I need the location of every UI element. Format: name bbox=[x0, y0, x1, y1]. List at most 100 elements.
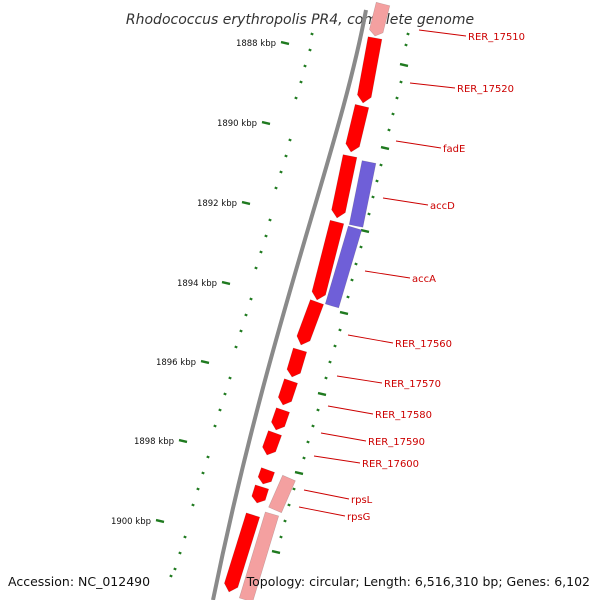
scale-major-tick bbox=[241, 200, 251, 206]
gene-arrow bbox=[277, 378, 298, 406]
scale-major-tick bbox=[271, 549, 281, 555]
scale-major-tick bbox=[317, 391, 327, 397]
scale-ring: 1888 kbp 1890 kbp 1892 kbp 1894 kbp 1896 kbp… bbox=[111, 32, 410, 578]
gene-leader-line bbox=[409, 82, 456, 89]
scale-kbp-label: 1894 kbp bbox=[177, 279, 217, 289]
gene-label: RER_17600 bbox=[362, 459, 419, 470]
gene-block bbox=[238, 511, 280, 600]
scale-major-tick bbox=[221, 280, 231, 286]
gene-label: RER_17520 bbox=[457, 84, 514, 95]
gene-track bbox=[224, 1, 391, 600]
scale-minor-tick bbox=[359, 245, 363, 249]
scale-minor-tick bbox=[206, 455, 210, 459]
scale-minor-tick bbox=[311, 424, 315, 428]
scale-major-tick bbox=[399, 62, 409, 68]
gene-arrow bbox=[296, 299, 324, 346]
scale-minor-tick bbox=[287, 503, 291, 507]
scale-minor-tick bbox=[288, 138, 292, 142]
scale-minor-tick bbox=[292, 487, 296, 491]
scale-minor-tick bbox=[249, 297, 253, 301]
scale-minor-tick bbox=[244, 313, 248, 317]
gene-arrow bbox=[271, 407, 290, 431]
scale-kbp-label: 1888 kbp bbox=[236, 39, 276, 49]
gene-label: RER_17560 bbox=[395, 339, 452, 350]
map-title: Rhodococcus erythropolis PR4, complete g… bbox=[126, 12, 474, 28]
scale-minor-tick bbox=[299, 80, 303, 84]
gene-label: rpsG bbox=[347, 512, 370, 523]
scale-major-tick bbox=[380, 145, 390, 151]
scale-minor-tick bbox=[404, 43, 408, 47]
scale-minor-tick bbox=[196, 487, 200, 491]
scale-minor-tick bbox=[350, 278, 354, 282]
scale-major-tick bbox=[339, 310, 349, 316]
scale-minor-tick bbox=[239, 329, 243, 333]
scale-minor-tick bbox=[201, 471, 205, 475]
scale-minor-tick bbox=[379, 163, 383, 167]
scale-minor-tick bbox=[308, 48, 312, 52]
gene-arrow bbox=[262, 430, 282, 456]
scale-minor-tick bbox=[228, 376, 232, 380]
gene-leader-line bbox=[418, 29, 467, 37]
scale-minor-tick bbox=[268, 218, 272, 222]
gene-label: RER_17510 bbox=[468, 32, 525, 43]
scale-minor-tick bbox=[338, 328, 342, 332]
gene-arrow bbox=[345, 104, 370, 153]
scale-kbp-label: 1890 kbp bbox=[217, 119, 257, 129]
scale-minor-tick bbox=[316, 408, 320, 412]
scale-minor-tick bbox=[375, 179, 379, 183]
scale-kbp-label: 1892 kbp bbox=[197, 199, 237, 209]
scale-minor-tick bbox=[259, 250, 263, 254]
scale-minor-tick bbox=[223, 392, 227, 396]
scale-minor-tick bbox=[387, 128, 391, 132]
scale-minor-tick bbox=[303, 64, 307, 68]
gene-label: RER_17580 bbox=[375, 410, 432, 421]
gene-arrow bbox=[257, 467, 275, 485]
scale-minor-tick bbox=[391, 112, 395, 116]
scale-kbp-label: 1896 kbp bbox=[156, 358, 196, 368]
gene-leader-line bbox=[327, 405, 374, 415]
gene-leader-line bbox=[303, 489, 350, 500]
scale-minor-tick bbox=[279, 535, 283, 539]
scale-minor-tick bbox=[294, 96, 298, 100]
scale-minor-tick bbox=[264, 234, 268, 238]
gene-block bbox=[268, 474, 296, 514]
scale-minor-tick bbox=[302, 456, 306, 460]
scale-minor-tick bbox=[354, 262, 358, 266]
scale-minor-tick bbox=[310, 32, 314, 36]
scale-kbp-label: 1898 kbp bbox=[134, 437, 174, 447]
scale-major-tick bbox=[261, 120, 271, 126]
scale-kbp-label: 1900 kbp bbox=[111, 517, 151, 527]
gene-leader-line bbox=[364, 270, 411, 279]
gene-arrow bbox=[369, 1, 391, 37]
scale-minor-tick bbox=[346, 295, 350, 299]
scale-major-tick bbox=[178, 438, 188, 444]
scale-minor-tick bbox=[328, 360, 332, 364]
scale-minor-tick bbox=[395, 96, 399, 100]
genome-backbone bbox=[211, 9, 368, 600]
gene-label: accD bbox=[430, 201, 455, 212]
scale-major-tick bbox=[294, 470, 304, 476]
topology-text: Topology: circular; Length: 6,516,310 bp… bbox=[246, 574, 590, 589]
gene-arrow bbox=[286, 347, 308, 378]
scale-minor-tick bbox=[169, 574, 173, 578]
gene-arrow bbox=[224, 512, 261, 593]
scale-minor-tick bbox=[406, 32, 410, 36]
scale-major-tick bbox=[200, 359, 210, 365]
scale-minor-tick bbox=[178, 551, 182, 555]
gene-arrow bbox=[311, 219, 345, 301]
scale-minor-tick bbox=[173, 567, 177, 571]
accession-text: Accession: NC_012490 bbox=[8, 574, 150, 589]
gene-leader-line bbox=[382, 197, 429, 206]
gene-label: fadE bbox=[443, 144, 465, 155]
scale-major-tick bbox=[280, 40, 290, 46]
gene-label: RER_17590 bbox=[368, 437, 425, 448]
gene-label: RER_17570 bbox=[384, 379, 441, 390]
scale-minor-tick bbox=[367, 212, 371, 216]
gene-arrow bbox=[357, 36, 383, 104]
gene-block bbox=[348, 160, 377, 228]
gene-leader-line bbox=[347, 334, 394, 344]
scale-minor-tick bbox=[399, 80, 403, 84]
gene-label: rpsL bbox=[351, 495, 373, 506]
gene-leader-line bbox=[336, 375, 383, 384]
